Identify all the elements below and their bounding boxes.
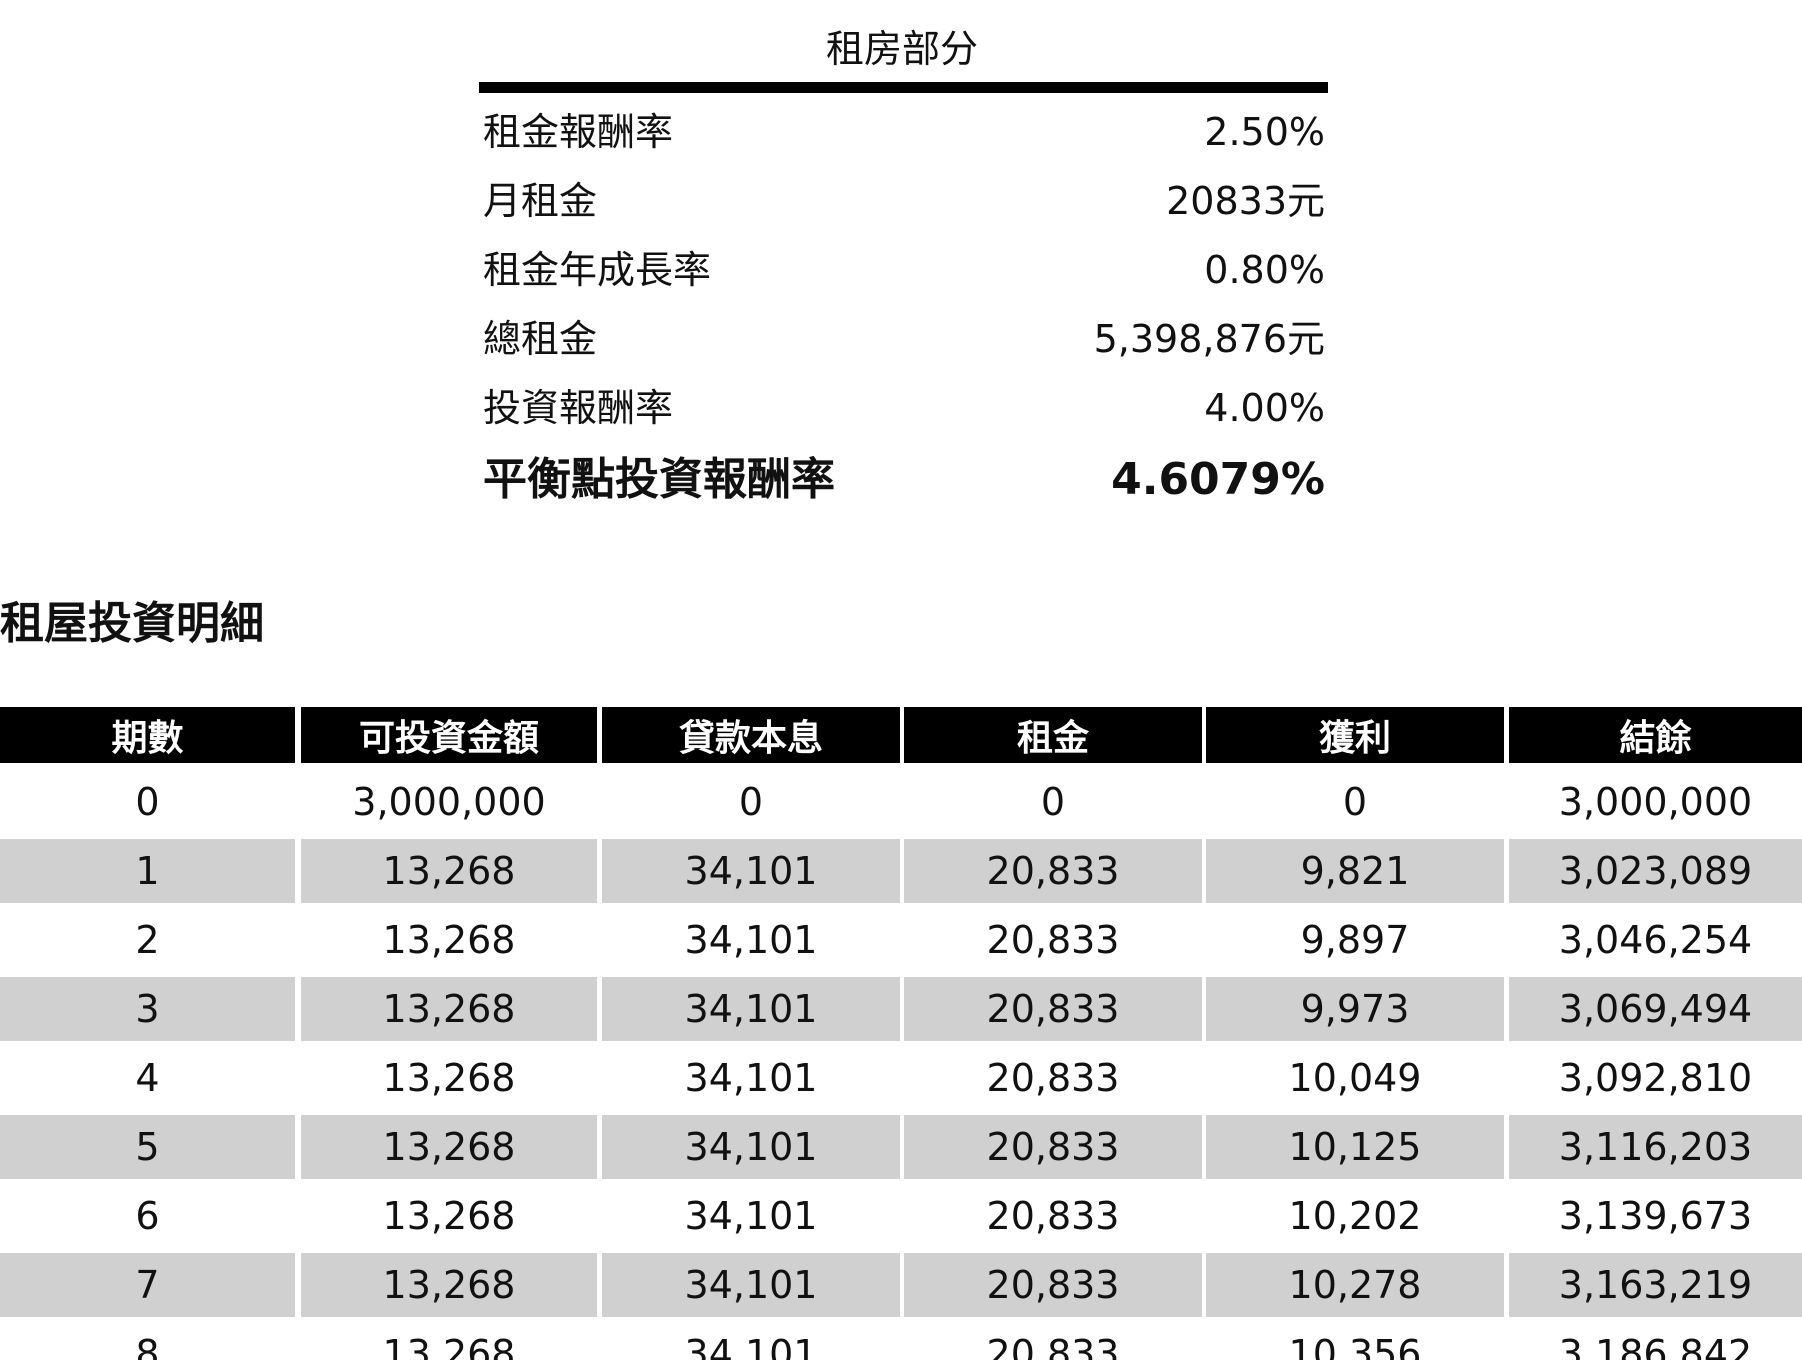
table-cell: 20,833 <box>904 977 1202 1041</box>
summary-heading-wrap: 租房部分 <box>0 22 1802 76</box>
table-cell: 3,046,254 <box>1558 918 1753 962</box>
table-cell: 34,101 <box>684 1194 818 1238</box>
table-cell: 3 <box>0 977 295 1041</box>
summary-label: 月租金 <box>483 179 598 223</box>
table-cell: 34,101 <box>602 1115 900 1179</box>
table-header-cell: 租金 <box>904 707 1202 763</box>
table-cell: 6 <box>135 1194 160 1238</box>
summary-value: 0.80% <box>1204 248 1325 292</box>
table-cell: 13,268 <box>301 977 597 1041</box>
table-cell: 10,202 <box>1288 1194 1422 1238</box>
table-cell: 10,356 <box>1288 1332 1422 1360</box>
table-header-cell: 貸款本息 <box>602 707 900 763</box>
table-cell: 0 <box>738 780 764 824</box>
table-cell: 3,139,673 <box>1558 1194 1753 1238</box>
table-cell: 13,268 <box>301 839 597 903</box>
table-cell: 5 <box>0 1115 295 1179</box>
table-cell: 20,833 <box>986 918 1120 962</box>
table-cell: 20,833 <box>986 1056 1120 1100</box>
summary-value: 2.50% <box>1204 110 1325 154</box>
table-cell: 13,268 <box>382 1194 516 1238</box>
summary-label: 租金年成長率 <box>483 248 712 292</box>
table-header-cell: 可投資金額 <box>301 707 597 763</box>
table-cell: 20,833 <box>904 839 1202 903</box>
table-cell: 13,268 <box>382 918 516 962</box>
summary-label: 投資報酬率 <box>483 386 674 430</box>
table-cell: 0 <box>1040 780 1066 824</box>
table-cell: 13,268 <box>301 1253 597 1317</box>
table-cell: 4 <box>135 1056 160 1100</box>
table-cell: 13,268 <box>382 1056 516 1100</box>
table-cell: 3,116,203 <box>1509 1115 1802 1179</box>
table-cell: 3,000,000 <box>352 780 546 824</box>
table-cell: 34,101 <box>684 1056 818 1100</box>
table-cell: 20,833 <box>986 1194 1120 1238</box>
table-cell: 34,101 <box>684 918 818 962</box>
highlight-value: 4.6079% <box>1111 454 1325 505</box>
table-cell: 10,049 <box>1288 1056 1422 1100</box>
table-cell: 3,023,089 <box>1509 839 1802 903</box>
heading-rule <box>479 82 1328 93</box>
summary-value: 4.00% <box>1204 386 1325 430</box>
table-cell: 9,897 <box>1300 918 1410 962</box>
table-cell: 10,125 <box>1206 1115 1504 1179</box>
table-cell: 13,268 <box>301 1115 597 1179</box>
section-title: 租屋投資明細 <box>0 598 264 649</box>
summary-label: 租金報酬率 <box>483 110 674 154</box>
table-cell: 20,833 <box>986 1332 1120 1360</box>
table-cell: 34,101 <box>602 1253 900 1317</box>
table-cell: 10,278 <box>1206 1253 1504 1317</box>
table-cell: 7 <box>0 1253 295 1317</box>
summary-value: 20833元 <box>1166 179 1325 223</box>
table-cell: 9,821 <box>1206 839 1504 903</box>
table-cell: 3,163,219 <box>1509 1253 1802 1317</box>
table-header-cell: 期數 <box>0 707 295 763</box>
table-cell: 13,268 <box>382 1332 516 1360</box>
highlight-label: 平衡點投資報酬率 <box>483 454 835 505</box>
table-cell: 20,833 <box>904 1253 1202 1317</box>
table-cell: 20,833 <box>904 1115 1202 1179</box>
table-cell: 34,101 <box>684 1332 818 1360</box>
table-cell: 8 <box>135 1332 160 1360</box>
table-header-cell: 結餘 <box>1509 707 1802 763</box>
table-cell: 0 <box>135 780 160 824</box>
summary-heading: 租房部分 <box>825 27 978 71</box>
table-cell: 34,101 <box>602 977 900 1041</box>
table-header-cell: 獲利 <box>1206 707 1504 763</box>
table-cell: 1 <box>0 839 295 903</box>
summary-label: 總租金 <box>483 317 598 361</box>
table-cell: 3,000,000 <box>1558 780 1753 824</box>
table-cell: 34,101 <box>602 839 900 903</box>
table-cell: 3,186,842 <box>1558 1332 1753 1360</box>
table-cell: 3,092,810 <box>1558 1056 1753 1100</box>
table-cell: 0 <box>1342 780 1368 824</box>
summary-value: 5,398,876元 <box>1093 317 1325 361</box>
table-cell: 2 <box>135 918 160 962</box>
table-cell: 9,973 <box>1206 977 1504 1041</box>
table-cell: 3,069,494 <box>1509 977 1802 1041</box>
